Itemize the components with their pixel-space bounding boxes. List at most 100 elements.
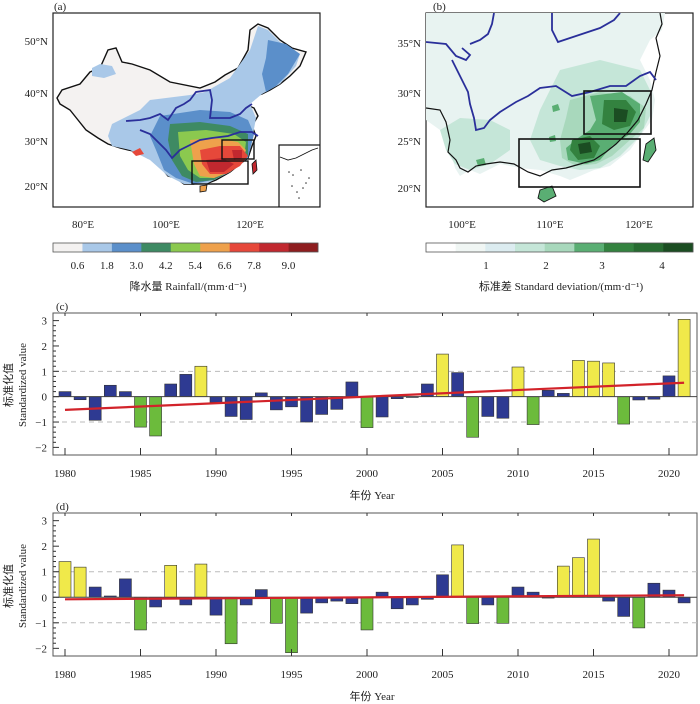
y-tick-label: 0 (42, 392, 48, 404)
bar-1995 (285, 396, 298, 408)
colorbar-tick-label: 3 (599, 260, 605, 272)
inset-coastline (279, 147, 319, 161)
bar-2016 (602, 362, 615, 397)
x-tick-label: 120°E (236, 219, 264, 231)
bar-1996 (300, 596, 313, 614)
bar-1984 (119, 578, 132, 598)
bar-2011 (526, 396, 540, 425)
bar-2000 (360, 596, 374, 631)
colorbar-swatch (259, 243, 289, 252)
bar-2014 (572, 557, 585, 598)
south-study-box (191, 160, 249, 185)
x-tick-label: 80°E (72, 219, 94, 231)
bar-2021 (677, 319, 691, 397)
x-axis-label: 年份 Year (349, 689, 394, 703)
rainfall-colorbar-ticks: 0.6 1.8 3.0 4.2 5.4 6.6 7.8 9.0 (71, 260, 296, 272)
x-tick-label: 1980 (54, 669, 77, 681)
bar-2020 (662, 375, 676, 397)
y-tick-label: 20°N (25, 181, 48, 193)
taiwan (251, 159, 258, 175)
colorbar-tick-label: 7.8 (247, 260, 261, 272)
north-study-box (583, 90, 652, 135)
bar-1980 (58, 561, 72, 598)
y-tick-label: 35°N (398, 38, 421, 50)
y-axis-label-cn: 标准化值 (1, 564, 15, 608)
bar-2013 (556, 565, 570, 598)
colorbar-swatch (515, 243, 545, 252)
panel-a-y-ticks: 50°N 40°N 30°N 20°N (25, 36, 48, 193)
x-tick-label: 2000 (356, 468, 379, 480)
y-tick-label: 30°N (398, 88, 421, 100)
colorbar-tick-label: 6.6 (218, 260, 232, 272)
bar-1990 (209, 596, 223, 616)
colorbar-swatch (485, 243, 516, 252)
colorbar-tick-label: 9.0 (282, 260, 296, 272)
colorbar-swatch (574, 243, 605, 252)
panel-b-label: (b) (433, 1, 446, 13)
x-tick-label: 2015 (583, 468, 606, 480)
colorbar-swatch (111, 243, 142, 252)
y-tick-label: 25°N (398, 136, 421, 148)
bar-2015 (587, 360, 600, 397)
colorbar-swatch (200, 243, 230, 252)
colorbar-swatch (82, 243, 113, 252)
panel-b-y-ticks: 35°N 30°N 25°N 20°N (398, 38, 421, 195)
colorbar-tick-label: 3.0 (129, 260, 143, 272)
bar-2002 (390, 596, 404, 610)
std-spot-west (476, 104, 560, 166)
panel-d: (d) 标准化值 Standardized value 年份 Year 3 2 1 0… (1, 501, 698, 703)
colorbar-swatch (288, 243, 319, 252)
x-tick-label: 2020 (658, 468, 681, 480)
bar-2006 (451, 544, 464, 598)
x-tick-label: 1985 (130, 468, 153, 480)
y-tick-label: 0 (42, 592, 48, 604)
x-tick-label: 120°E (625, 219, 653, 231)
zone-light-blue-west (92, 64, 116, 78)
x-tick-label: 100°E (448, 219, 476, 231)
bar-2005 (436, 353, 449, 397)
std-zone-5 (578, 108, 628, 154)
south-china-sea-inset (278, 144, 320, 207)
bar-1991 (224, 396, 238, 417)
trend-line (64, 594, 685, 601)
x-tick-label: 1985 (130, 669, 153, 681)
x-tick-label: 1995 (281, 468, 304, 480)
panel-a-label: (a) (54, 1, 67, 13)
zone-tibet-red (132, 148, 144, 156)
stddev-colorbar-ticks: 1 2 3 4 (483, 260, 665, 272)
x-axis-label: 年份 Year (349, 488, 394, 502)
bar-1987 (164, 565, 177, 598)
x-tick-label: 1990 (205, 468, 228, 480)
bar-1987 (164, 383, 177, 397)
bar-2016 (602, 596, 615, 602)
bar-1993 (255, 589, 268, 598)
bar-1985 (134, 596, 147, 631)
bar-2017 (617, 396, 631, 425)
colorbar-swatch (544, 243, 575, 252)
y-tick-label: 50°N (25, 36, 48, 48)
rainfall-colorbar (52, 242, 319, 253)
colorbar-tick-label: 4.2 (159, 260, 173, 272)
x-tick-label: 2005 (432, 669, 455, 681)
x-tick-label: 100°E (152, 219, 180, 231)
south-study-box (518, 138, 641, 188)
bar-1980 (58, 391, 72, 397)
y-tick-label: 3 (42, 516, 48, 528)
panel-b-x-ticks: 100°E 110°E 120°E (448, 219, 653, 231)
bar-1993 (255, 392, 268, 397)
bar-2010 (511, 366, 525, 397)
bar-2008 (481, 396, 495, 417)
panel-c-label: (c) (56, 301, 69, 313)
panel-d-label: (d) (56, 501, 69, 513)
x-tick-label: 1990 (205, 669, 228, 681)
yangtze-river (139, 129, 259, 160)
x-tick-label: 2000 (356, 669, 379, 681)
bar-1981 (73, 566, 87, 598)
bar-1982 (88, 586, 102, 598)
yangtze-river (451, 59, 657, 132)
hainan (199, 184, 208, 193)
rainfall-colorbar-title: 降水量 Rainfall/(mm·d⁻¹) (130, 279, 247, 293)
x-tick-label: 2010 (507, 468, 530, 480)
bar-2005 (436, 574, 449, 598)
y-tick-label: 1 (42, 366, 48, 378)
